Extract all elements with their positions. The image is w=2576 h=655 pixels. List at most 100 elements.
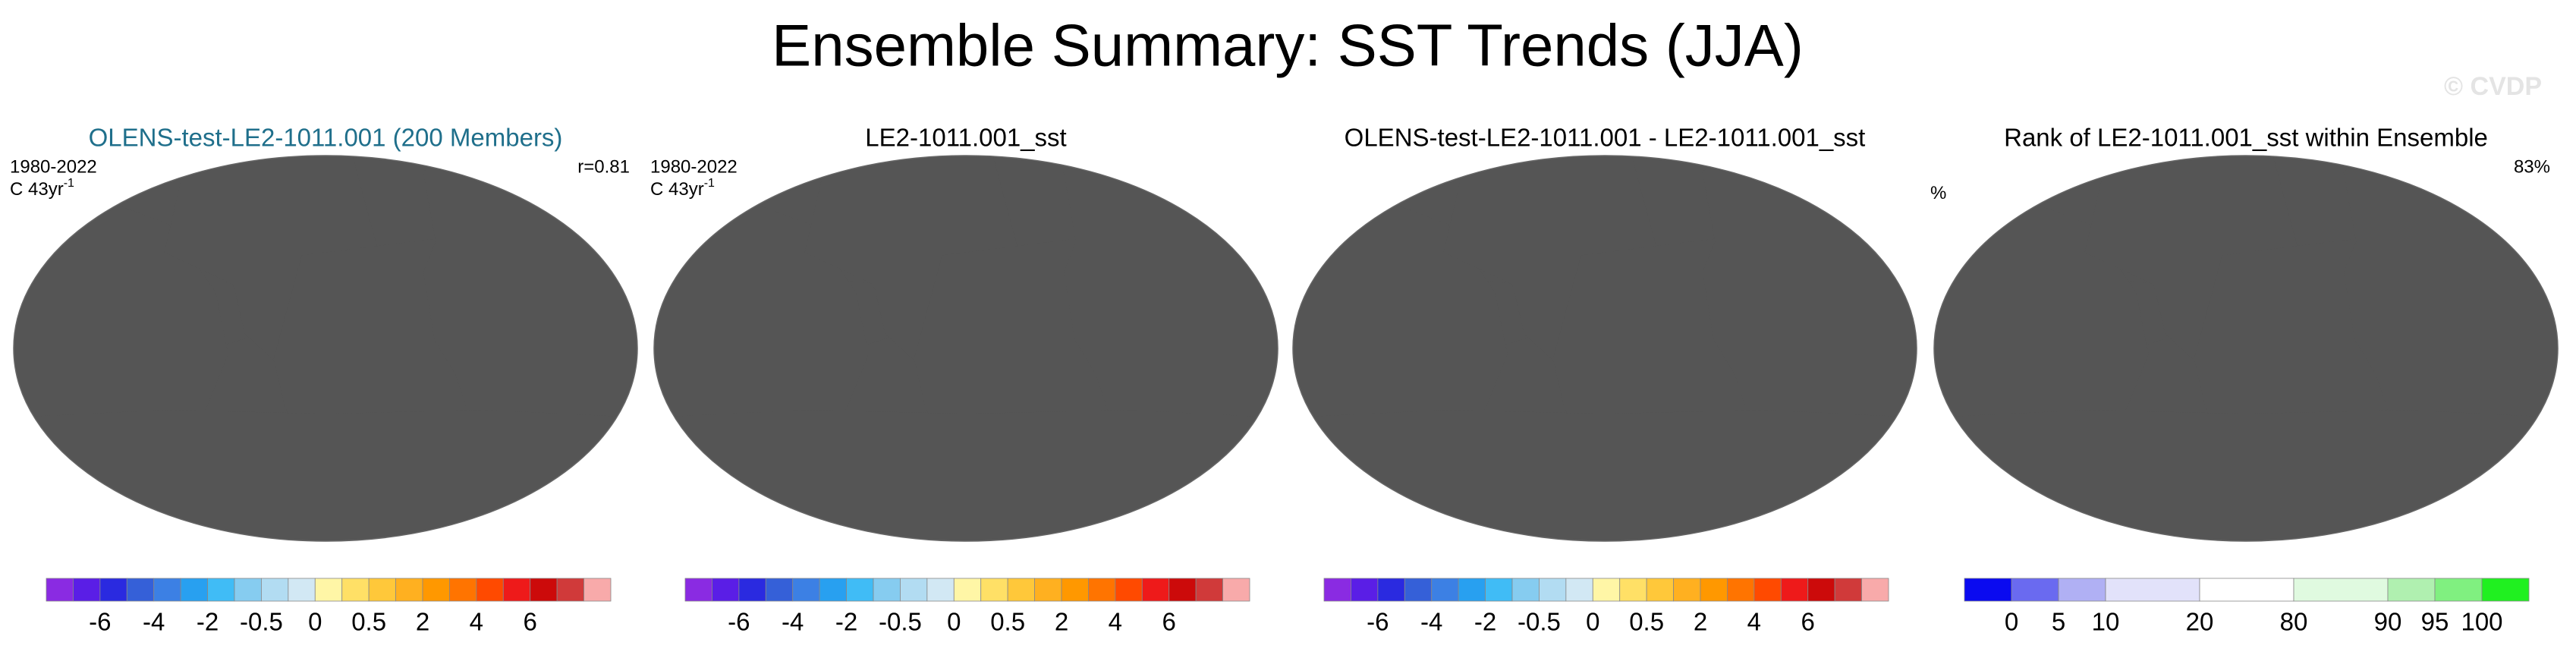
colorbar-tick-label: 2 (1694, 608, 1707, 636)
panel-title: OLENS-test-LE2-1011.001 (200 Members) (89, 124, 563, 152)
colorbar-tick-label: -2 (835, 608, 857, 636)
colorbar-swatch (73, 578, 101, 602)
colorbar-tick-label: 0 (308, 608, 322, 636)
colorbar-swatch (1458, 578, 1486, 602)
colorbar-swatch (1115, 578, 1143, 602)
colorbar-tick-label: -6 (1367, 608, 1389, 636)
colorbar-swatch (1727, 578, 1755, 602)
colorbar-swatch (1168, 578, 1197, 602)
colorbar-swatch (261, 578, 289, 602)
map-outline (654, 156, 1278, 541)
map-outline (1934, 156, 2558, 541)
colorbar-tick-label: 0.5 (990, 608, 1025, 636)
colorbar-swatch (1539, 578, 1567, 602)
colorbar-swatch (1619, 578, 1647, 602)
colorbar-swatch (712, 578, 740, 602)
colorbar-swatch (1565, 578, 1593, 602)
colorbar-swatch (2058, 578, 2106, 602)
colorbar: -6 -4 -2 -0.5 0 0.5 2 4 6 (684, 578, 1250, 636)
units-text: % (1930, 183, 1946, 203)
colorbar-tick-label: 0.5 (351, 608, 386, 636)
units-text: C 43yr (10, 179, 64, 200)
colorbar-swatch (819, 578, 847, 602)
colorbar: 0 5 10 20 80 90 95 100 (1964, 578, 2530, 636)
units-label: % (1930, 183, 1946, 203)
colorbar-swatch (1592, 578, 1621, 602)
colorbar-swatch (395, 578, 423, 602)
colorbar-swatch (207, 578, 235, 602)
colorbar-swatch (1700, 578, 1728, 602)
colorbar-swatch (341, 578, 370, 602)
units-text: C 43yr (650, 179, 704, 200)
colorbar-swatch (530, 578, 558, 602)
colorbar-tick-label: 0 (1586, 608, 1599, 636)
colorbar-swatch (368, 578, 396, 602)
colorbar-swatch (449, 578, 477, 602)
corner-label: r=0.81 (577, 156, 630, 177)
colorbar-swatch (153, 578, 181, 602)
period-label: 1980-2022 (650, 156, 738, 177)
colorbar-tick-label: 2 (416, 608, 429, 636)
colorbar-swatch (953, 578, 982, 602)
colorbar-swatch (900, 578, 928, 602)
map-outline (1293, 156, 1917, 541)
colorbar-tick-label: 95 (2421, 608, 2449, 636)
colorbar-tick-label: -0.5 (879, 608, 922, 636)
colorbar-swatch (556, 578, 584, 602)
colorbar-tick-label: 20 (2186, 608, 2214, 636)
figure-title: Ensemble Summary: SST Trends (JJA) (772, 12, 1804, 79)
colorbar-tick-label: -6 (728, 608, 750, 636)
colorbar-swatch (46, 578, 74, 602)
colorbar-swatch (1646, 578, 1674, 602)
units-exponent: -1 (64, 177, 74, 190)
colorbar-tick-label: 80 (2280, 608, 2308, 636)
colorbar-tick-label: -0.5 (1518, 608, 1561, 636)
units-exponent: -1 (704, 177, 715, 190)
colorbar-tick-label: 6 (1162, 608, 1176, 636)
colorbar-swatch (1323, 578, 1351, 602)
colorbar-swatch (873, 578, 901, 602)
colorbar-swatch (1834, 578, 1862, 602)
colorbar-tick-label: -6 (89, 608, 111, 636)
colorbar-swatch (476, 578, 504, 602)
colorbar-tick-label: 6 (524, 608, 537, 636)
colorbar: -6 -4 -2 -0.5 0 0.5 2 4 6 (1323, 578, 1889, 636)
panel-title: OLENS-test-LE2-1011.001 - LE2-1011.001_s… (1345, 124, 1866, 152)
map-panel: OLENS-test-LE2-1011.001 - LE2-1011.001_s… (1293, 124, 1917, 541)
colorbar-tick-label: 0 (2005, 608, 2018, 636)
watermark: © CVDP (2444, 72, 2542, 101)
colorbar-tick-label: 90 (2374, 608, 2402, 636)
colorbar-swatch (1964, 578, 2012, 602)
colorbar-tick-label: 100 (2461, 608, 2502, 636)
colorbar-swatch (846, 578, 874, 602)
colorbar-swatch (1431, 578, 1459, 602)
colorbar-swatch (180, 578, 208, 602)
colorbar-swatch (2011, 578, 2059, 602)
colorbar-swatch (234, 578, 262, 602)
map (1934, 156, 2558, 541)
map (1293, 156, 1917, 541)
period-label: 1980-2022 (10, 156, 97, 177)
colorbar-swatch (1222, 578, 1250, 602)
colorbar-swatch (502, 578, 531, 602)
map-panel: OLENS-test-LE2-1011.001 (200 Members) 198… (0, 124, 637, 541)
colorbar-tick-label: -4 (143, 608, 165, 636)
colorbar-swatch (1377, 578, 1405, 602)
colorbar-swatch (2434, 578, 2483, 602)
colorbar-tick-label: 2 (1055, 608, 1068, 636)
colorbar-tick-label: -2 (197, 608, 219, 636)
colorbar-tick-label: 4 (470, 608, 483, 636)
colorbar-swatch (1673, 578, 1701, 602)
colorbar-swatch (1088, 578, 1116, 602)
colorbar-swatch (926, 578, 955, 602)
colorbar-tick-label: 6 (1801, 608, 1815, 636)
colorbar-swatch (1485, 578, 1513, 602)
map-panel: Rank of LE2-1011.001_sst within Ensemble… (1930, 124, 2558, 541)
colorbar-tick-label: -2 (1474, 608, 1496, 636)
colorbar-swatch (2481, 578, 2530, 602)
colorbar-swatch (1754, 578, 1782, 602)
colorbar-swatch (2105, 578, 2200, 602)
colorbar-swatch (792, 578, 820, 602)
colorbar-swatch (1007, 578, 1035, 602)
